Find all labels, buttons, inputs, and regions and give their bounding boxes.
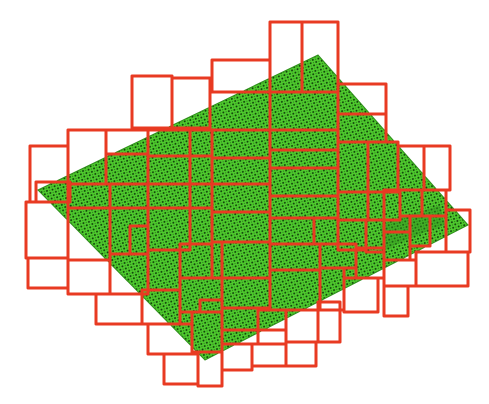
bounding-box <box>256 328 288 346</box>
bounding-box <box>94 292 144 326</box>
bounding-box <box>420 188 448 218</box>
bounding-box <box>284 340 318 368</box>
plane-surface <box>37 54 469 361</box>
bounding-box <box>250 342 288 368</box>
bounding-box <box>188 154 214 186</box>
bounding-box <box>414 250 470 288</box>
bounding-box <box>382 284 410 318</box>
bounding-box <box>316 300 342 344</box>
bounding-box <box>268 148 340 170</box>
bounding-box <box>162 352 200 386</box>
bounding-box <box>26 256 70 290</box>
bounding-box <box>34 180 72 204</box>
bounding-box <box>408 214 432 248</box>
bounding-box <box>130 74 174 130</box>
bounding-box <box>128 224 150 256</box>
bounding-box-grid <box>24 20 472 388</box>
bounding-box <box>342 276 380 314</box>
bounding-box <box>382 188 402 222</box>
bounding-box <box>66 258 112 296</box>
bounding-box <box>198 298 224 314</box>
